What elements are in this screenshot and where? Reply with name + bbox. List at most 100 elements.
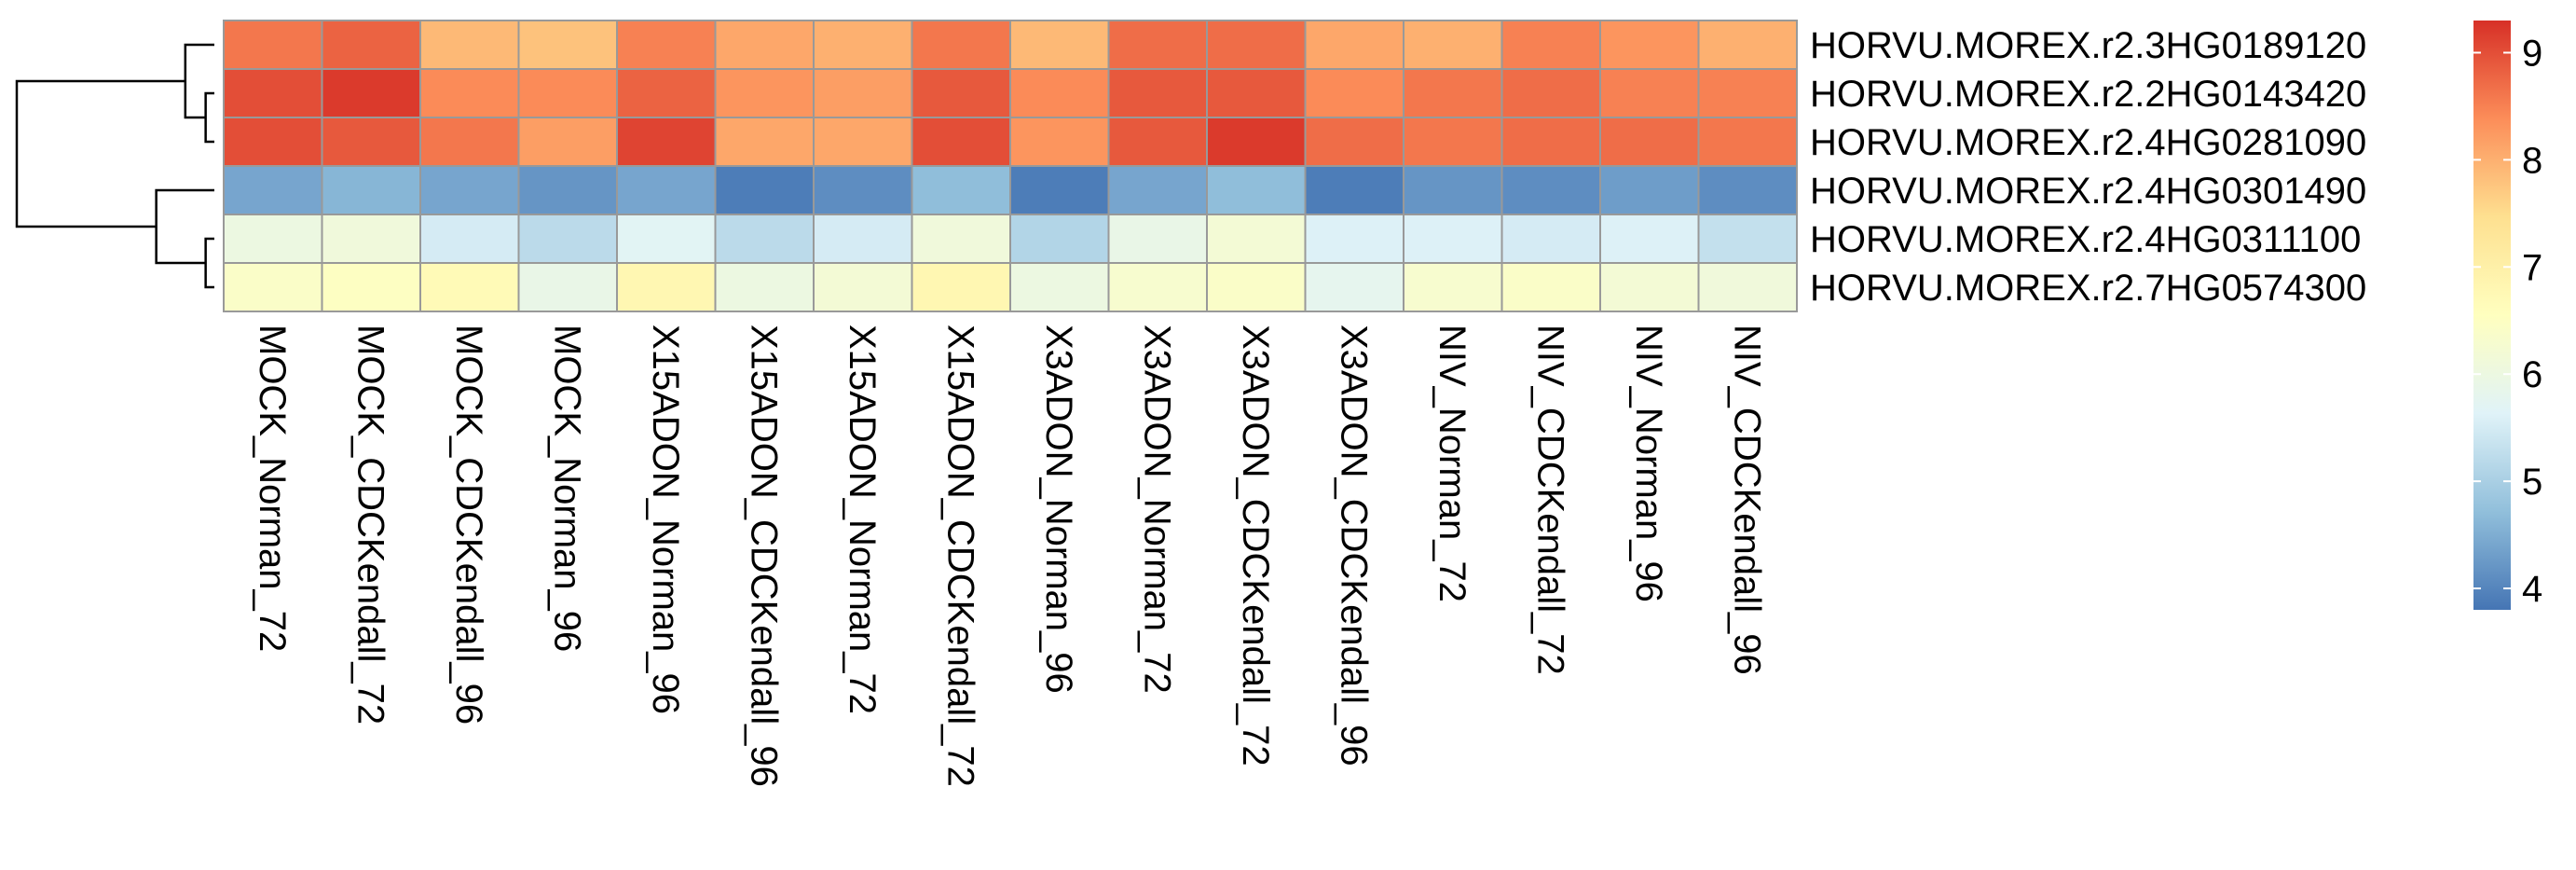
heatmap-cell [223, 117, 323, 167]
heatmap-cell [911, 214, 1011, 264]
column-label: X15ADON_CDCKendall_96 [743, 325, 784, 787]
heatmap-cell [911, 68, 1011, 118]
dendrogram-branch [204, 91, 214, 144]
heatmap-cell [419, 68, 520, 118]
heatmap-cell [419, 20, 520, 70]
heatmap-cell [911, 165, 1011, 215]
legend-tick-label: 6 [2522, 354, 2542, 395]
color-legend-bar [2473, 21, 2511, 610]
heatmap-cell [714, 20, 815, 70]
heatmap-cell [616, 165, 717, 215]
legend-tick-label: 9 [2522, 33, 2542, 74]
heatmap-cell [616, 262, 717, 312]
legend-tick-label: 8 [2522, 140, 2542, 181]
heatmap-cell [419, 165, 520, 215]
heatmap-cell [1599, 68, 1700, 118]
color-legend-ticks: 4 5 6 7 8 9 [2473, 33, 2542, 610]
heatmap-cell [911, 20, 1011, 70]
heatmap-cell [1403, 117, 1503, 167]
heatmap-cell [813, 165, 913, 215]
legend-tick-label: 4 [2522, 569, 2542, 610]
heatmap-cell [1599, 214, 1700, 264]
heatmap-cell [1697, 20, 1798, 70]
heatmap-cell [321, 214, 421, 264]
heatmap-cells [223, 20, 1798, 312]
heatmap-cell [1009, 214, 1110, 264]
heatmap-cell [321, 68, 421, 118]
heatmap-cell [1403, 20, 1503, 70]
heatmap-cell [1206, 20, 1307, 70]
heatmap-cell [1500, 214, 1601, 264]
column-label: MOCK_CDCKendall_96 [448, 325, 489, 725]
dendrogram-branch [184, 43, 214, 119]
heatmap-cell [1107, 165, 1208, 215]
row-label: HORVU.MOREX.r2.7HG0574300 [1810, 268, 2366, 309]
heatmap-cell [813, 20, 913, 70]
column-label: X3ADON_Norman_72 [1136, 325, 1177, 694]
heatmap-cell [1697, 117, 1798, 167]
row-label: HORVU.MOREX.r2.3HG0189120 [1810, 25, 2366, 66]
heatmap-cell [1206, 214, 1307, 264]
column-label: X3ADON_CDCKendall_72 [1235, 325, 1276, 766]
heatmap-cell [223, 165, 323, 215]
heatmap-cell [616, 214, 717, 264]
heatmap-cell [1009, 20, 1110, 70]
heatmap-cell [1697, 262, 1798, 312]
heatmap-cell [419, 117, 520, 167]
column-label: X15ADON_CDCKendall_72 [939, 325, 980, 787]
heatmap-cell [1697, 165, 1798, 215]
heatmap-cell [1500, 20, 1601, 70]
column-label: X15ADON_Norman_96 [645, 325, 686, 714]
heatmap-cell [1500, 117, 1601, 167]
heatmap-cell [321, 262, 421, 312]
heatmap-cell [714, 68, 815, 118]
heatmap-cell [223, 20, 323, 70]
heatmap-cell [813, 117, 913, 167]
column-label: X3ADON_Norman_96 [1038, 325, 1079, 694]
heatmap-cell [813, 68, 913, 118]
column-label: X3ADON_CDCKendall_96 [1333, 325, 1374, 766]
heatmap-cell [714, 165, 815, 215]
row-label: HORVU.MOREX.r2.2HG0143420 [1810, 74, 2366, 115]
heatmap-cell [1304, 68, 1404, 118]
heatmap-cell [517, 117, 618, 167]
column-label: NIV_Norman_72 [1432, 325, 1473, 602]
heatmap-cell [1500, 165, 1601, 215]
row-labels: HORVU.MOREX.r2.3HG0189120 HORVU.MOREX.r2.… [1810, 25, 2366, 309]
heatmap-cell [1304, 117, 1404, 167]
heatmap-cell [911, 262, 1011, 312]
heatmap-cell [419, 262, 520, 312]
heatmap-cell [321, 165, 421, 215]
heatmap-cell [1206, 117, 1307, 167]
heatmap-cell [1304, 165, 1404, 215]
column-label: NIV_CDCKendall_96 [1726, 325, 1767, 675]
heatmap-cell [1403, 68, 1503, 118]
heatmap-cell [911, 117, 1011, 167]
heatmap-cell [1403, 214, 1503, 264]
heatmap-cell [517, 262, 618, 312]
heatmap-cell [1107, 214, 1208, 264]
heatmap-cell [1009, 117, 1110, 167]
heatmap-cell [1599, 262, 1700, 312]
dendrogram-branch [204, 237, 214, 289]
legend-tick-label: 7 [2522, 247, 2542, 288]
heatmap-cell [813, 214, 913, 264]
heatmap-cell [1206, 68, 1307, 118]
heatmap-cell [517, 165, 618, 215]
legend-tick-label: 5 [2522, 462, 2542, 503]
heatmap-cell [517, 214, 618, 264]
heatmap-cell [1107, 262, 1208, 312]
heatmap-cell [616, 20, 717, 70]
row-label: HORVU.MOREX.r2.4HG0311100 [1810, 219, 2361, 260]
row-label: HORVU.MOREX.r2.4HG0301490 [1810, 171, 2366, 212]
column-label: NIV_CDCKendall_72 [1529, 325, 1570, 675]
column-label: X15ADON_Norman_72 [842, 325, 883, 714]
heatmap-cell [223, 214, 323, 264]
heatmap-cell [1599, 117, 1700, 167]
heatmap-cell [1107, 117, 1208, 167]
heatmap-cell [616, 68, 717, 118]
heatmap-cell [1107, 68, 1208, 118]
heatmap-cell [1599, 20, 1700, 70]
heatmap-cell [1304, 20, 1404, 70]
